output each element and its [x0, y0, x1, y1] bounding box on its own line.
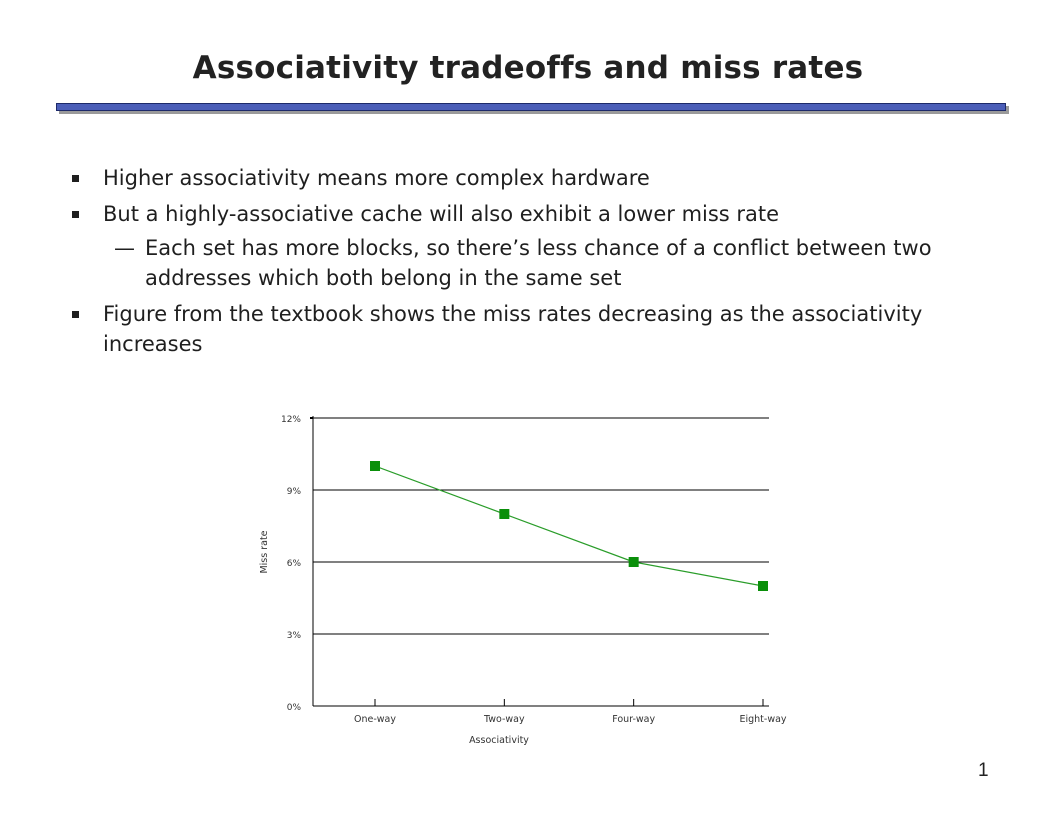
bullet-item: But a highly-associative cache will also…	[70, 199, 1010, 229]
data-point-marker	[499, 509, 510, 519]
square-bullet-icon	[72, 311, 79, 318]
dash-bullet-icon: —	[114, 236, 135, 260]
bullet-text: Higher associativity means more complex …	[103, 166, 650, 190]
y-tick-label: 9%	[287, 487, 302, 497]
x-tick-label: Eight-way	[739, 714, 786, 725]
y-axis-label: Miss rate	[259, 530, 270, 573]
square-bullet-icon	[72, 211, 79, 218]
sub-bullet-text: Each set has more blocks, so there’s les…	[145, 236, 932, 290]
miss-rate-chart: 0% 3% 6% 9% 12% One-way Two-way Four-way Eight-w…	[240, 400, 810, 754]
chart-grid	[313, 417, 769, 635]
chart-series	[370, 461, 768, 591]
y-tick-label: 0%	[287, 703, 302, 713]
title-underline	[56, 103, 1006, 111]
series-line	[374, 465, 764, 587]
x-tick-label: Two-way	[483, 714, 525, 725]
bullet-item: Higher associativity means more complex …	[70, 163, 1010, 193]
x-tick-label: Four-way	[612, 714, 655, 725]
page-number: 1	[978, 760, 989, 781]
y-tick-label: 6%	[287, 559, 302, 569]
chart-labels: 0% 3% 6% 9% 12% One-way Two-way Four-way Eight-w…	[259, 415, 787, 746]
square-bullet-icon	[72, 175, 79, 182]
data-point-marker	[628, 557, 639, 567]
chart-axes	[310, 416, 769, 707]
slide-title: Associativity tradeoffs and miss rates	[192, 50, 864, 86]
data-point-marker	[370, 461, 380, 471]
x-axis-label: Associativity	[469, 735, 529, 746]
bullet-text: Figure from the textbook shows the miss …	[103, 302, 923, 356]
sub-bullet-item: — Each set has more blocks, so there’s l…	[70, 233, 1010, 293]
y-tick-label: 3%	[287, 631, 302, 641]
bullet-text: But a highly-associative cache will also…	[103, 202, 780, 226]
data-point-marker	[758, 581, 768, 591]
bullet-item: Figure from the textbook shows the miss …	[70, 299, 1010, 359]
y-tick-label: 12%	[281, 415, 301, 425]
bullet-list: Higher associativity means more complex …	[70, 163, 1010, 365]
x-tick-label: One-way	[354, 714, 396, 725]
miss-rate-chart-svg: 0% 3% 6% 9% 12% One-way Two-way Four-way Eight-w…	[259, 415, 787, 746]
